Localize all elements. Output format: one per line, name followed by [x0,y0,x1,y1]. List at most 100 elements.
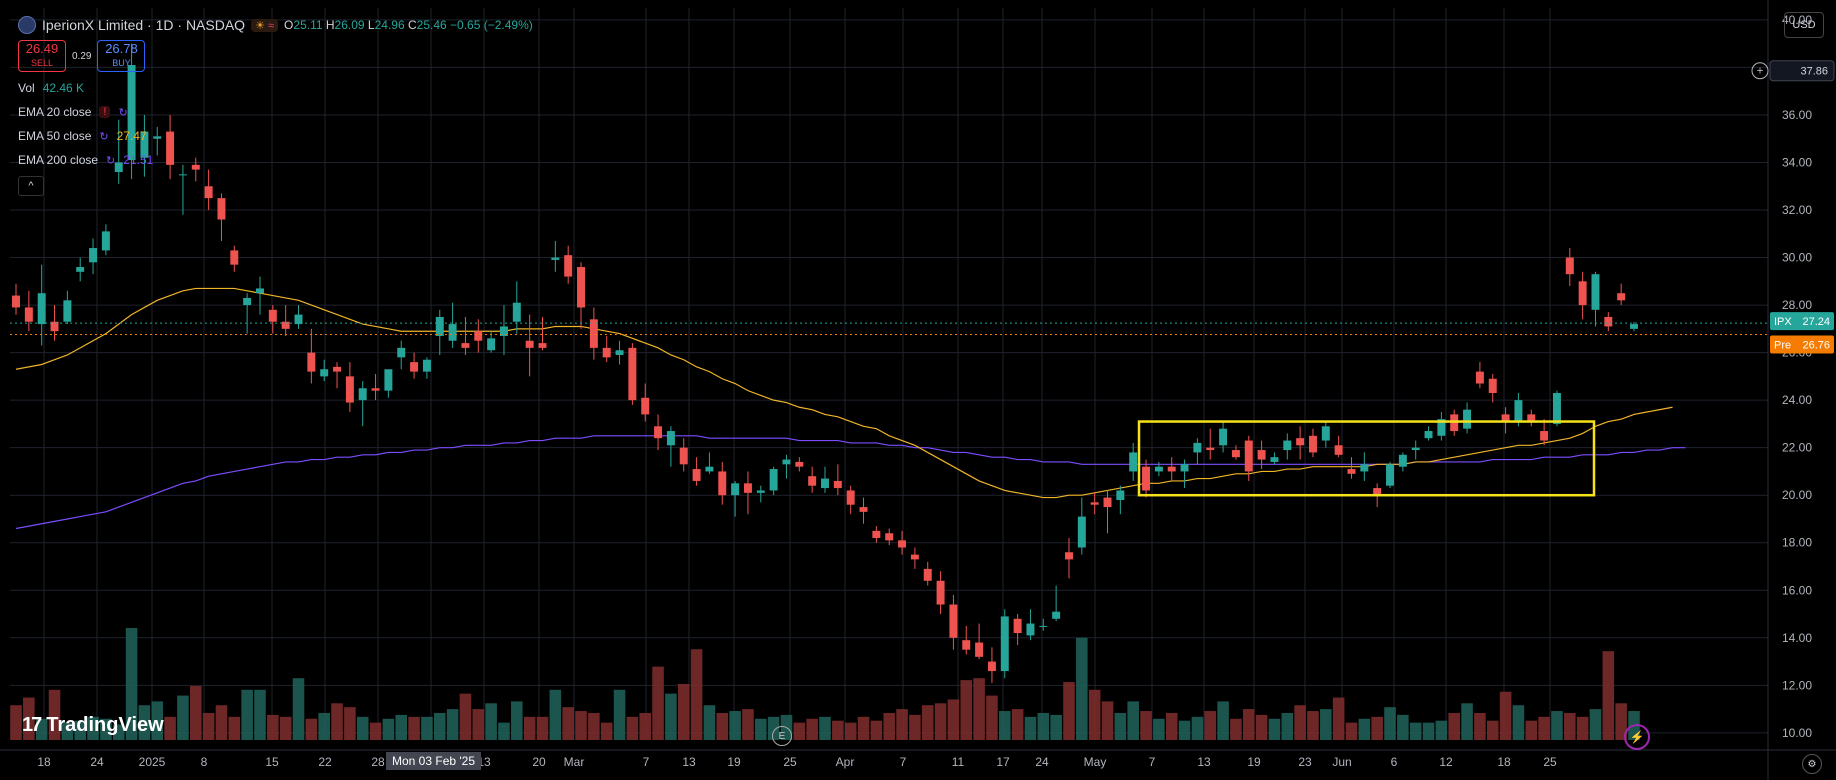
highlight-rectangle[interactable] [1137,420,1596,497]
candle-body[interactable] [743,483,752,493]
candle-body[interactable] [114,162,123,172]
candle-body[interactable] [294,314,303,325]
volume-indicator[interactable]: Vol 42.46 K [18,81,85,95]
candle-body[interactable] [615,350,624,355]
candle-body[interactable] [987,661,996,672]
tradingview-logo[interactable]: 17 TradingView [22,714,164,736]
candle-body[interactable] [371,388,380,391]
candle-body[interactable] [1103,497,1112,508]
candle-body[interactable] [166,131,175,165]
symbol-title[interactable]: IperionX Limited · 1D · NASDAQ [42,17,246,33]
candle-body[interactable] [821,478,829,489]
candle-body[interactable] [859,507,868,512]
candle-body[interactable] [910,554,919,560]
candle-body[interactable] [435,316,444,336]
candle-body[interactable] [461,343,470,348]
settings-icon[interactable]: ⚙ [1802,754,1822,774]
candle-body[interactable] [1463,409,1472,429]
candle-body[interactable] [1488,378,1497,394]
candle-body[interactable] [1373,488,1382,496]
candle-body[interactable] [307,352,316,372]
candle-body[interactable] [37,293,46,325]
candle-body[interactable] [1244,440,1253,472]
candle-body[interactable] [1090,502,1099,505]
candle-body[interactable] [1142,466,1151,491]
candle-body[interactable] [24,307,33,322]
candle-body[interactable] [1617,293,1626,301]
candle-body[interactable] [602,347,611,358]
candle-body[interactable] [795,461,804,467]
candle-body[interactable] [1283,440,1292,451]
candle-body[interactable] [1437,419,1446,436]
candle-body[interactable] [1193,442,1202,453]
candle-body[interactable] [833,480,842,489]
candle-body[interactable] [127,65,136,161]
candle-body[interactable] [1296,438,1305,446]
candle-body[interactable] [808,476,817,486]
candle-body[interactable] [1591,274,1600,310]
candle-body[interactable] [256,288,264,294]
ema20-indicator[interactable]: EMA 20 close ! ↻ [18,105,128,119]
candle-body[interactable] [1527,414,1536,422]
add-alert-icon[interactable] [1751,62,1769,80]
candle-body[interactable] [769,469,778,491]
candle-body[interactable] [1167,466,1176,472]
candle-body[interactable] [1514,400,1523,422]
candle-body[interactable] [1501,414,1510,422]
candle-body[interactable] [872,530,881,538]
lightning-icon[interactable]: ⚡ [1624,724,1650,750]
candle-body[interactable] [89,248,98,263]
candle-body[interactable] [499,326,508,336]
candle-body[interactable] [333,366,342,372]
candle-body[interactable] [538,343,547,348]
candle-body[interactable] [1270,457,1279,462]
candle-body[interactable] [345,376,354,403]
candle-body[interactable] [140,131,149,158]
candle-body[interactable] [50,321,59,332]
candle-body[interactable] [230,250,239,265]
market-status-icon[interactable]: ☀ ≈ [251,18,279,32]
candle-body[interactable] [1231,450,1240,458]
candle-body[interactable] [358,388,367,401]
candle-body[interactable] [268,309,277,322]
candle-body[interactable] [1630,324,1638,329]
candle-body[interactable] [474,331,483,341]
candle-body[interactable] [1026,623,1035,636]
candle-body[interactable] [885,533,894,541]
candle-body[interactable] [731,483,740,496]
candle-body[interactable] [1065,552,1073,560]
candle-body[interactable] [1424,431,1433,439]
candle-body[interactable] [1475,371,1484,384]
candle-body[interactable] [577,267,585,308]
candle-body[interactable] [1129,452,1138,472]
candle-body[interactable] [1013,618,1022,634]
warning-icon[interactable]: ! [99,106,111,118]
candle-body[interactable] [962,640,971,650]
ema50-indicator[interactable]: EMA 50 close ↻ 27.47 [18,129,147,143]
candle-body[interactable] [1116,490,1125,500]
candle-body[interactable] [1321,426,1330,441]
candle-body[interactable] [1540,431,1549,441]
candle-body[interactable] [782,459,791,465]
candle-body[interactable] [384,369,393,391]
ema200-indicator[interactable]: EMA 200 close ↻ 21.51 [18,153,154,167]
candle-body[interactable] [1578,281,1587,306]
candle-body[interactable] [692,469,701,481]
candle-body[interactable] [178,174,187,176]
candle-body[interactable] [975,642,984,657]
candle-body[interactable] [936,580,945,605]
candle-body[interactable] [320,369,329,377]
candle-body[interactable] [1180,464,1189,472]
candle-body[interactable] [628,347,637,401]
candle-body[interactable] [63,300,72,322]
candle-body[interactable] [153,136,162,139]
candle-body[interactable] [949,604,958,638]
candle-body[interactable] [422,359,431,372]
currency-selector[interactable]: USD [1784,12,1824,38]
candle-body[interactable] [525,340,534,348]
candle-body[interactable] [589,319,598,348]
candle-body[interactable] [679,447,688,465]
candle-body[interactable] [1219,428,1228,446]
candle-body[interactable] [410,362,419,372]
